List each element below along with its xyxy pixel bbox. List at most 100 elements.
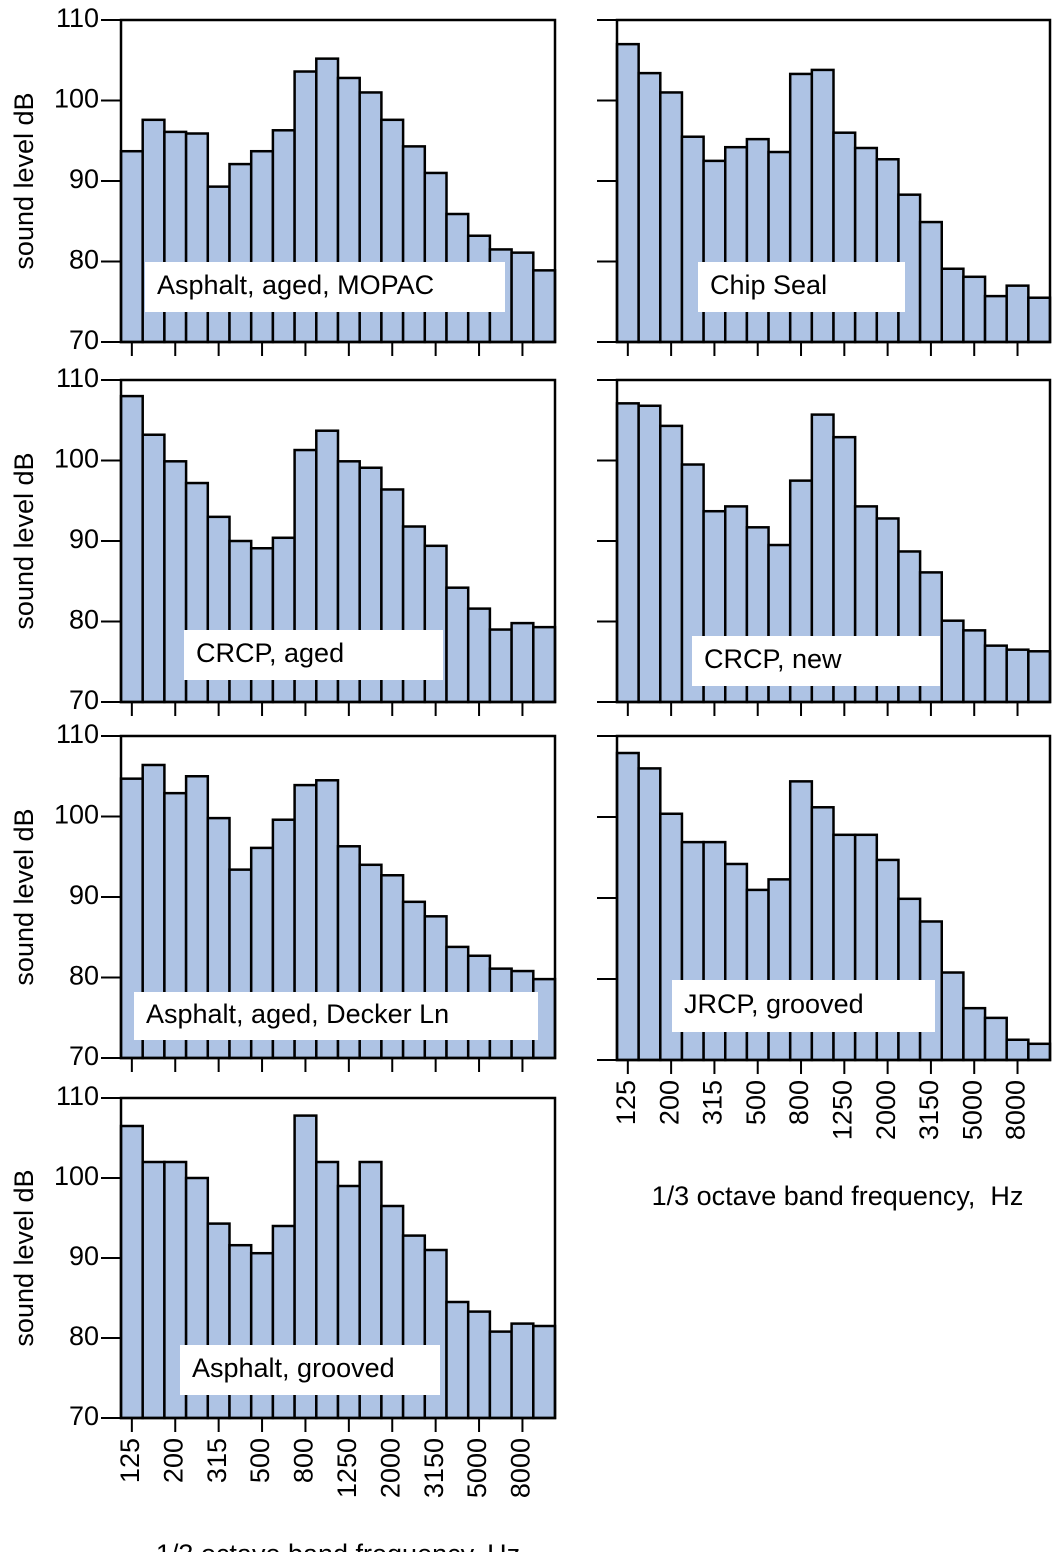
y-tick-label: 100 (54, 1161, 99, 1191)
bar (767, 150, 792, 344)
y-tick-label: 90 (69, 880, 99, 910)
x-tick-label: 5000 (462, 1438, 492, 1498)
x-tick-label: 5000 (957, 1080, 987, 1140)
x-tick-label: 125 (115, 1438, 145, 1483)
bar (445, 586, 470, 704)
bar (228, 162, 253, 344)
bar (1027, 1042, 1052, 1062)
x-tick-label: 1250 (827, 1080, 857, 1140)
bar (962, 629, 987, 704)
y-tick-label: 70 (69, 685, 99, 715)
x-tick-label: 3150 (914, 1080, 944, 1140)
bar (119, 149, 144, 344)
y-axis-label: sound level dB (9, 92, 39, 269)
bar (637, 404, 662, 704)
y-axis-label: sound level dB (9, 452, 39, 629)
bar (659, 91, 684, 344)
annotation: Asphalt, grooved (192, 1353, 395, 1383)
bar (724, 145, 749, 344)
bar (488, 1330, 513, 1420)
annotation: CRCP, aged (196, 638, 344, 668)
x-tick-label: 8000 (506, 1438, 536, 1498)
bar (1005, 648, 1030, 704)
y-tick-label: 100 (54, 444, 99, 474)
annotation-box (180, 1345, 440, 1395)
x-tick-label: 315 (202, 1438, 232, 1483)
annotation-box (184, 630, 443, 680)
bar (659, 424, 684, 704)
bar (983, 294, 1008, 344)
annotation-box (134, 992, 538, 1040)
bar (615, 402, 640, 704)
annotation-box (145, 262, 505, 312)
bar (875, 158, 900, 344)
bar (745, 888, 770, 1062)
annotation: Asphalt, aged, MOPAC (157, 270, 434, 300)
x-tick-label: 800 (289, 1438, 319, 1483)
bar (445, 1300, 470, 1420)
y-tick-label: 110 (56, 363, 99, 393)
y-tick-label: 70 (69, 1401, 99, 1431)
bar (940, 267, 965, 344)
bar (466, 1310, 492, 1420)
annotation-box (698, 262, 905, 312)
bar (423, 171, 448, 344)
x-tick-label: 500 (245, 1438, 275, 1483)
bar (637, 71, 662, 344)
annotation: CRCP, new (704, 644, 842, 674)
y-tick-label: 110 (56, 719, 99, 749)
y-tick-label: 80 (69, 961, 99, 991)
bar (119, 1124, 144, 1420)
bar (1027, 296, 1052, 344)
bar (1005, 1038, 1030, 1062)
bar (615, 751, 640, 1062)
bar (962, 275, 987, 344)
bar (249, 149, 275, 344)
bar (962, 1006, 987, 1062)
bar (702, 159, 727, 344)
bar (532, 1324, 557, 1420)
bar (1027, 650, 1052, 704)
y-axis-label: sound level dB (9, 1169, 39, 1346)
bar (466, 607, 492, 704)
bar (637, 767, 662, 1062)
y-tick-label: 70 (69, 1041, 99, 1071)
bar (141, 1160, 166, 1420)
bar (510, 621, 535, 704)
x-tick-label: 500 (741, 1080, 771, 1125)
annotation: JRCP, grooved (684, 989, 864, 1019)
bar (141, 433, 166, 704)
x-tick-label: 1250 (332, 1438, 362, 1498)
x-tick-label: 200 (654, 1080, 684, 1125)
x-axis-label: 1/3 octave band frequency, Hz (652, 1181, 1024, 1211)
bar (615, 42, 640, 344)
bar (1005, 284, 1030, 344)
bar (897, 897, 922, 1062)
x-tick-label: 8000 (1001, 1080, 1031, 1140)
bar (163, 460, 188, 704)
y-tick-label: 90 (69, 164, 99, 194)
annotation-box (672, 980, 935, 1032)
y-tick-label: 70 (69, 325, 99, 355)
x-tick-label: 125 (611, 1080, 641, 1125)
bar (532, 625, 557, 704)
bar (983, 1016, 1008, 1062)
y-tick-label: 110 (56, 3, 99, 33)
bar (510, 1322, 535, 1420)
y-axis-label: sound level dB (9, 808, 39, 985)
x-tick-label: 200 (158, 1438, 188, 1483)
bar (510, 251, 535, 344)
y-tick-label: 80 (69, 245, 99, 275)
y-tick-label: 100 (54, 84, 99, 114)
y-tick-label: 80 (69, 1321, 99, 1351)
x-tick-label: 315 (698, 1080, 728, 1125)
annotation-box (692, 636, 940, 686)
y-tick-label: 80 (69, 605, 99, 635)
y-tick-label: 90 (69, 1241, 99, 1271)
bar (532, 269, 557, 344)
y-tick-label: 90 (69, 524, 99, 554)
x-tick-label: 800 (784, 1080, 814, 1125)
y-tick-label: 100 (54, 800, 99, 830)
bar (940, 971, 965, 1062)
